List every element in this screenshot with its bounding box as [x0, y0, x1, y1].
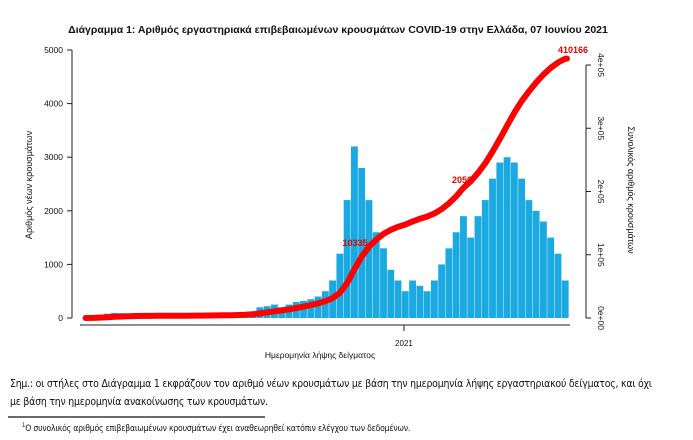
note-line-1: Σημ.: οι στήλες στο Διάγραμμα 1 εκφράζου…	[10, 378, 652, 390]
y-left-tick-label: 5000	[44, 45, 63, 55]
bar	[401, 291, 409, 318]
bar	[554, 253, 562, 318]
bar	[430, 280, 438, 318]
annotation-label: 10335	[342, 238, 367, 248]
bar	[489, 178, 496, 318]
bar	[372, 232, 380, 318]
bar	[525, 200, 533, 318]
bar	[518, 178, 526, 318]
bar	[321, 291, 329, 318]
chart-title: Διάγραμμα 1: Αριθμός εργαστηριακά επιβεβ…	[68, 24, 608, 36]
y-right-tick-label: 4e+05	[596, 53, 606, 77]
y-right-tick-label: 0e+00	[596, 306, 606, 330]
bar	[387, 269, 395, 318]
bar	[460, 216, 467, 318]
bar	[510, 162, 518, 318]
bar	[481, 200, 489, 318]
bar	[307, 299, 315, 318]
cumulative-line	[82, 55, 570, 321]
y-left-label: Αριθμός νέων κρουσμάτων	[24, 130, 34, 239]
bar	[503, 157, 511, 318]
bars-group	[82, 146, 569, 318]
bar	[445, 248, 453, 318]
bar	[452, 232, 460, 318]
y-right-tick-label: 1e+05	[596, 243, 606, 267]
bar	[496, 162, 504, 318]
y-left-tick-label: 2000	[44, 206, 63, 216]
axes: 0 1000 2000 3000 4000 5000 0e+00 1e+05 2e+05 3e+0…	[44, 45, 606, 348]
bar	[365, 200, 373, 318]
y-right-tick-label: 2e+05	[596, 180, 606, 204]
footnote-mark: 1	[22, 422, 26, 429]
y-left-tick-label: 3000	[44, 152, 63, 162]
bar	[336, 253, 344, 318]
bar	[539, 221, 547, 318]
x-tick-label: 2021	[395, 339, 413, 348]
bar	[547, 237, 555, 318]
bar	[416, 285, 424, 318]
annotation-label: 410166	[558, 45, 588, 55]
footnote: 1Ο συνολικός αριθμός επιβεβαιωμένων κρου…	[22, 422, 410, 434]
y-left-tick-label: 4000	[44, 99, 63, 109]
bar	[423, 291, 431, 318]
bar	[343, 200, 351, 318]
bar	[467, 237, 475, 318]
bar	[561, 280, 569, 318]
y-left-tick-label: 0	[58, 313, 63, 323]
x-axis-label: Ημερομηνία λήψης δείγματος	[265, 350, 375, 360]
annotation-label: 2050	[452, 175, 472, 185]
note-line-2: με βάση την ημερομηνία ανακοίνωσης των κ…	[10, 396, 268, 408]
bar	[350, 146, 358, 318]
bar	[358, 167, 366, 318]
y-left-tick-label: 1000	[44, 259, 63, 269]
bar	[532, 210, 540, 318]
bar	[380, 248, 387, 318]
y-right-tick-label: 3e+05	[596, 116, 606, 140]
bar	[438, 264, 446, 318]
bar	[474, 216, 482, 318]
bar	[409, 280, 416, 318]
bar	[394, 280, 402, 318]
bar	[314, 296, 322, 318]
y-right-label: Συνολικός αριθμός κρουσμάτων	[626, 126, 636, 254]
footnote-text: Ο συνολικός αριθμός επιβεβαιωμένων κρουσ…	[25, 423, 411, 434]
